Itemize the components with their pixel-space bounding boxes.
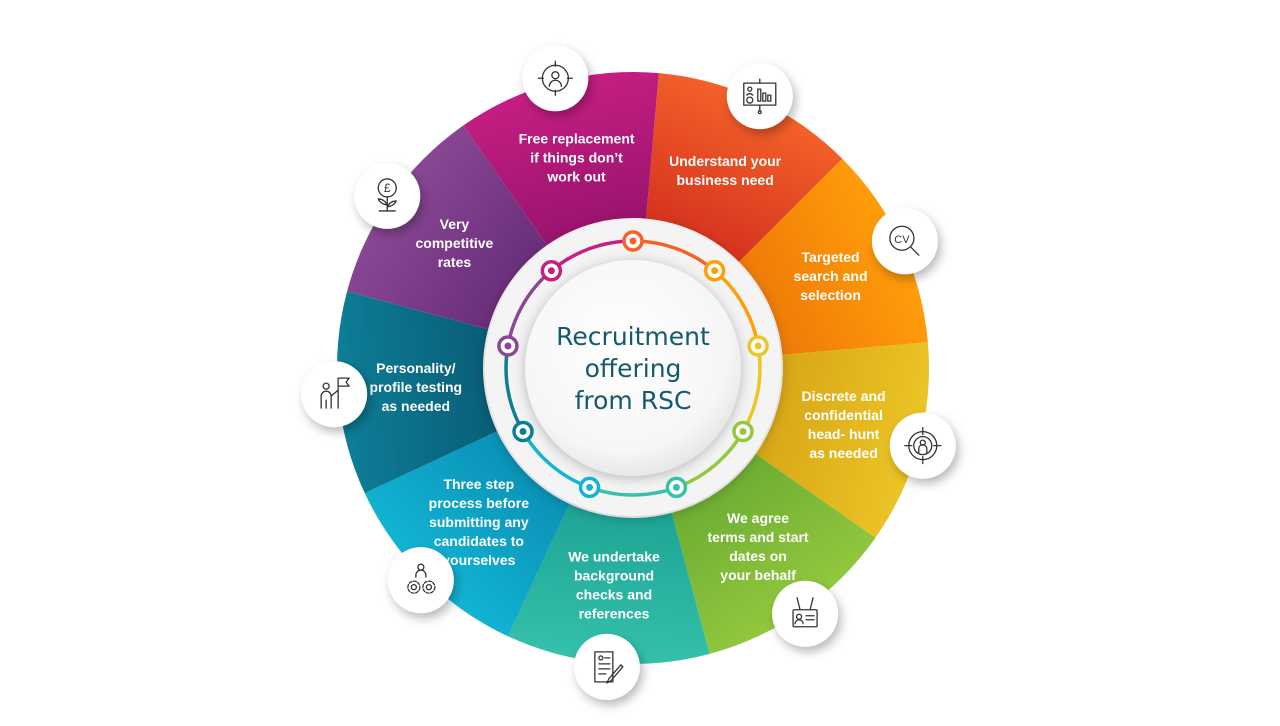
person-gears-icon-badge (387, 547, 454, 614)
hub-ring-node-dot (672, 483, 680, 491)
presentation-board-icon (743, 78, 777, 115)
segment-label-personality-testing: Personality/profile testing as needed (370, 360, 463, 414)
icon-badge-circle (573, 633, 640, 700)
person-flag-icon-badge (301, 361, 368, 428)
icon-badge-circle (772, 580, 839, 647)
presentation-board-icon-badge (726, 63, 793, 130)
target-person-icon-badge (889, 412, 956, 479)
svg-text:£: £ (384, 181, 391, 195)
person-flag-icon (320, 377, 350, 409)
document-pen-icon-badge (573, 633, 640, 700)
id-badge-icon (792, 597, 818, 628)
segment-discrete-headhunt (755, 342, 929, 538)
segment-label-free-replacement: Free replacement if things don’t work out (519, 130, 635, 184)
cv-magnifier-icon: CV (889, 225, 920, 256)
cv-magnifier-icon-badge: CV (871, 208, 938, 275)
icon-badge-circle (726, 63, 793, 130)
hub-ring-node-dot (504, 342, 512, 350)
hub-ring-node-dot (739, 428, 747, 435)
segment-three-step-process (364, 431, 570, 637)
segment-targeted-search (739, 158, 928, 355)
person-target-icon (537, 60, 574, 96)
document-pen-icon (594, 651, 624, 684)
pound-plant-icon-badge: £ (354, 162, 421, 229)
segment-label-background-checks: We undertake background checks and referenc… (568, 549, 660, 622)
hub-ring-node-dot (519, 428, 527, 435)
segment-label-understand-need: Understand your business need (669, 153, 782, 188)
hub-ring-node-dot (711, 267, 719, 275)
center-title: Recruitment offering from RSC (556, 322, 710, 415)
svg-text:CV: CV (894, 234, 910, 246)
hub-ring-node-dot (586, 483, 594, 491)
segment-label-competitive-rates: Very competitive rates (416, 216, 494, 270)
segment-label-three-step-process: Three step process before submitting any ca… (429, 476, 530, 568)
segment-background-checks (507, 503, 710, 664)
segment-label-agree-terms: We agree terms and start dates on your beha… (707, 510, 808, 583)
hub-ring-node-dot (629, 237, 637, 245)
icon-badge-circle (387, 547, 454, 614)
segment-free-replacement (463, 71, 659, 246)
segments-layer (337, 71, 929, 664)
hub-inner-disc (525, 260, 741, 476)
segment-label-targeted-search: Targeted search and selection (794, 249, 868, 303)
icons-layer: CV £ (301, 45, 956, 700)
labels-layer: Understand your business need Targeted sear… (370, 130, 886, 621)
segment-agree-terms (671, 454, 876, 654)
person-gears-icon (407, 563, 436, 594)
hub-ring-node-dot (754, 342, 762, 350)
hub-ring-node-dot (547, 267, 555, 275)
segment-competitive-rates (347, 125, 547, 330)
icon-badge-circle (354, 162, 421, 229)
id-badge-icon-badge (772, 580, 839, 647)
pound-plant-icon: £ (377, 178, 397, 212)
segment-personality-testing (337, 291, 498, 494)
segment-label-discrete-headhunt: Discrete and confidential head- hunt as nee… (802, 388, 886, 461)
segment-understand-need (646, 73, 843, 262)
center-hub: Recruitment offering from RSC (485, 220, 781, 516)
person-target-icon-badge (522, 45, 589, 112)
icon-badge-circle (871, 208, 938, 275)
target-person-icon (904, 426, 942, 465)
